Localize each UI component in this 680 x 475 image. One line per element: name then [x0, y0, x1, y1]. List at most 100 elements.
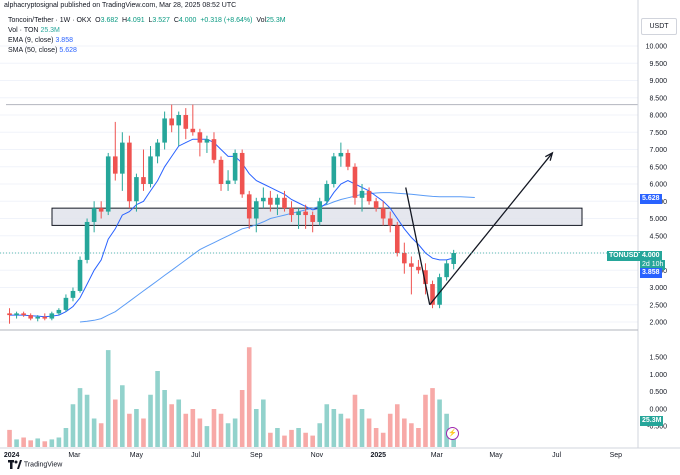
currency-button[interactable]: USDT: [641, 18, 677, 35]
candle-body: [21, 313, 26, 316]
candles-layer: [7, 104, 456, 324]
volume-bar: [282, 435, 287, 447]
volume-bar: [35, 438, 41, 447]
volume-bar: [141, 418, 146, 447]
volume-axis: 1.500 1.000 0.500 0.000 -0.500: [647, 355, 667, 431]
candle-body: [218, 159, 224, 184]
candle-body: [127, 142, 132, 202]
legend-change: +0.318 (+8.64%): [200, 17, 253, 24]
legend-o-label: O: [95, 17, 101, 24]
volume-bar: [225, 423, 231, 447]
volume-bar: [197, 418, 203, 447]
volume-bar: [253, 409, 259, 447]
legend-h-label: H: [122, 17, 128, 24]
time-axis: 2024 Mar May Jul Sep Nov 2025 Mar May Jul Sep: [4, 452, 622, 459]
volume-bar: [169, 404, 174, 447]
candle-body: [253, 201, 259, 219]
volume-bar: [331, 409, 337, 447]
volume-bar: [303, 432, 308, 447]
legend-ema-value: 3.858: [55, 37, 73, 44]
legend-symbol[interactable]: Toncoin/Tether · 1W · OKX: [8, 17, 92, 24]
legend-sma-label: SMA (50, close): [8, 47, 58, 54]
volume-bar: [7, 429, 12, 447]
price-axis: 10.000 9.500 9.000 8.500 8.000 7.500 7.000 6.50…: [646, 44, 668, 327]
legend-ema-row[interactable]: EMA (9, close) 3.858: [8, 36, 286, 46]
legend-c-label: C: [173, 17, 179, 24]
price-tick-label: 3.000: [649, 285, 667, 292]
volume-tag: 25.3M: [640, 416, 664, 426]
legend-l-label: L: [148, 17, 153, 24]
time-tick-label: May: [489, 452, 503, 459]
volume-bar: [345, 418, 351, 447]
legend-close: 4.000: [178, 17, 197, 24]
volume-bar: [275, 428, 280, 447]
footer-brand: TradingView: [23, 461, 63, 469]
volume-bar: [359, 409, 365, 447]
candle-body: [430, 284, 435, 305]
support-zone-rect[interactable]: [51, 207, 583, 226]
candle-body: [162, 118, 167, 143]
volume-tick-label: 1.000: [649, 372, 667, 379]
candle-body: [98, 208, 104, 212]
price-tick-label: 7.500: [649, 130, 667, 137]
candle-body: [42, 316, 48, 319]
candle-body: [190, 128, 196, 133]
price-tick-label: 4.500: [649, 233, 667, 240]
candle-body: [296, 211, 301, 216]
candle-body: [331, 156, 337, 184]
time-tick-label: Mar: [68, 452, 81, 459]
volume-bar: [423, 394, 428, 447]
legend-vol: 25.3M: [266, 17, 286, 24]
sma-50-line: [79, 192, 475, 323]
time-tick-label: Jul: [191, 452, 200, 459]
candle-body: [14, 313, 19, 316]
candle-body: [359, 190, 365, 198]
legend-ema-label: EMA (9, close): [8, 37, 54, 44]
lightning-event-icon[interactable]: ⚡: [446, 427, 459, 440]
volume-bar: [430, 388, 435, 447]
candle-body: [380, 208, 386, 219]
legend-low: 3.527: [152, 17, 170, 24]
legend-vol-ton-label: Vol · TON: [8, 27, 39, 34]
legend-sma-value: 5.628: [59, 47, 77, 54]
volume-bar: [289, 429, 294, 447]
volume-bar: [296, 428, 301, 447]
volume-bar: [183, 413, 189, 447]
legend-sma-row[interactable]: SMA (50, close) 5.628: [8, 46, 286, 56]
candle-body: [409, 263, 414, 267]
volume-tick-label: 0.500: [649, 389, 667, 396]
time-tick-label: Sep: [250, 452, 263, 459]
volume-bar: [162, 390, 167, 447]
price-tick-label: 9.000: [649, 78, 667, 85]
volume-tick-label: 0.000: [649, 406, 667, 413]
candle-body: [261, 197, 266, 202]
last-price-tag: 4.000: [640, 251, 662, 261]
candle-body: [352, 166, 358, 198]
candle-body: [275, 197, 280, 205]
footer[interactable]: TradingView: [8, 460, 62, 469]
price-tick-label: 2.500: [649, 302, 667, 309]
publisher-caption: alphacryptosignal published on TradingVi…: [4, 2, 237, 9]
volume-bar: [387, 413, 393, 447]
volume-bar: [56, 437, 62, 447]
candle-body: [416, 266, 421, 271]
candle-body: [402, 253, 407, 264]
volume-bar: [84, 394, 90, 447]
volume-bar: [98, 423, 104, 447]
legend-vol-row[interactable]: Vol · TON 25.3M: [8, 26, 286, 36]
candle-body: [105, 156, 111, 212]
candle-body: [246, 194, 252, 219]
legend: Toncoin/Tether · 1W · OKX O3.682 H4.091 …: [8, 16, 286, 56]
volume-bar: [70, 404, 76, 447]
projection-down-line: [405, 187, 431, 305]
tradingview-logo-icon: [8, 460, 22, 469]
candle-body: [239, 152, 245, 195]
candle-body: [387, 218, 393, 226]
price-tick-label: 7.000: [649, 147, 667, 154]
volume-bar: [246, 347, 252, 447]
price-tick-label: 9.500: [649, 61, 667, 68]
legend-main-row[interactable]: Toncoin/Tether · 1W · OKX O3.682 H4.091 …: [8, 16, 286, 26]
candle-body: [155, 142, 160, 157]
ema-layer: [9, 138, 454, 318]
